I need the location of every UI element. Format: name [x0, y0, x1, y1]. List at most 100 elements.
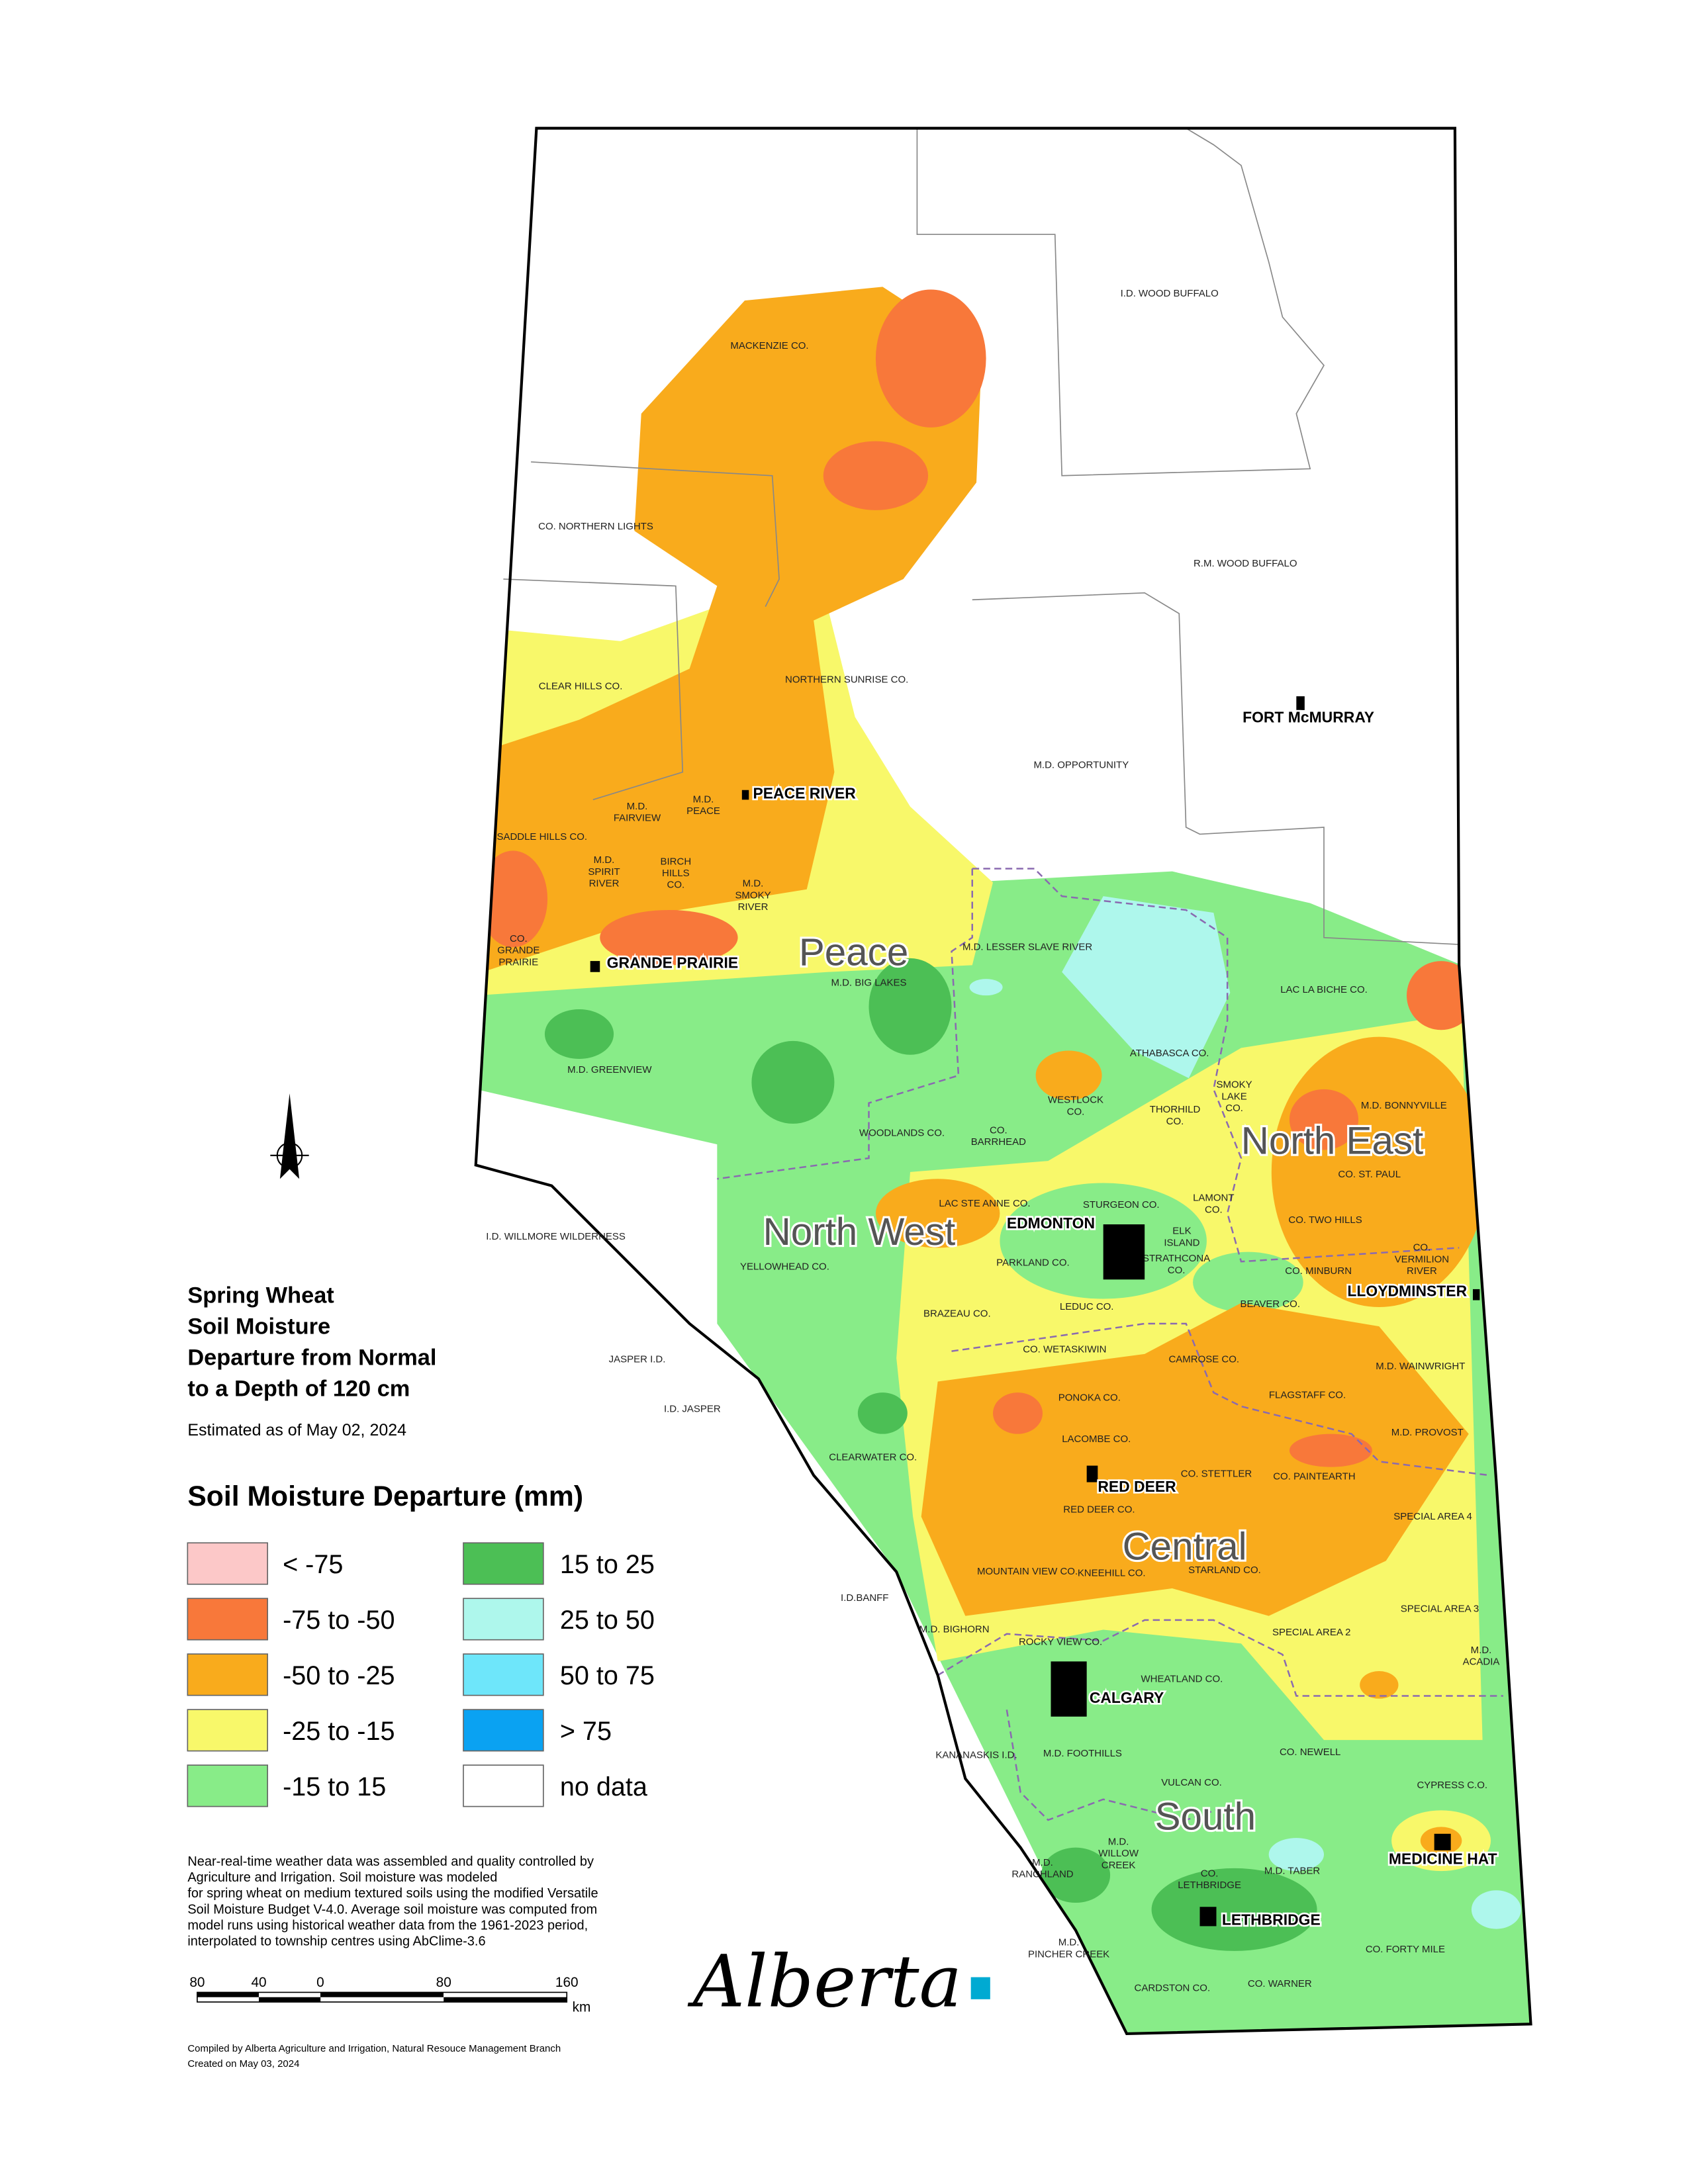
- municipality-label-line: RED DEER CO.: [1063, 1504, 1135, 1515]
- municipality-label-line: STARLAND CO.: [1188, 1565, 1261, 1576]
- municipality-label: KANANASKIS I.D.: [935, 1749, 1017, 1760]
- municipality-label-line: PRAIRIE: [498, 956, 538, 968]
- municipality-label: CO. GRANDE PRAIRIE: [497, 933, 539, 968]
- municipality-label-line: RIVER: [1407, 1265, 1437, 1277]
- region-boundary: [972, 868, 1460, 1263]
- municipality-label-line: CO. NORTHERN LIGHTS: [538, 521, 653, 532]
- zone: [1268, 1838, 1324, 1872]
- legend-label: 25 to 50: [560, 1606, 655, 1635]
- scale-bar-segment: [444, 1997, 567, 2002]
- municipality-label-line: SMOKY: [1217, 1079, 1252, 1091]
- city-label: LLOYDMINSTER: [1347, 1282, 1467, 1299]
- municipality-label-line: PEACE: [686, 805, 720, 817]
- region-label: Central: [1123, 1525, 1247, 1568]
- zone: [600, 910, 738, 966]
- municipality-label: VULCAN CO.: [1161, 1777, 1222, 1788]
- zone: [1041, 1847, 1111, 1903]
- municipality-label-line: SPECIAL AREA 4: [1393, 1511, 1472, 1522]
- municipality-label: CO. STETTLER: [1181, 1468, 1252, 1479]
- city-label: CALGARY: [1090, 1689, 1164, 1706]
- municipality-label: CO. LETHBRIDGE: [1178, 1868, 1241, 1891]
- legend-swatch: [463, 1764, 544, 1807]
- credit-line: Compiled by Alberta Agriculture and Irri…: [187, 2043, 561, 2054]
- municipality-label: NORTHERN SUNRISE CO.: [785, 674, 908, 685]
- municipality-label-line: I.D. WILLMORE WILDERNESS: [486, 1231, 626, 1242]
- side-panel: Spring Wheat Soil Moisture Departure from …: [187, 1283, 655, 2070]
- municipality-label-line: KANANASKIS I.D.: [935, 1749, 1017, 1760]
- municipality-label: M.D. WILLOW CREEK: [1098, 1837, 1139, 1871]
- municipality-label-line: RANCHLAND: [1011, 1868, 1073, 1880]
- municipality-label-line: LAKE: [1221, 1091, 1246, 1102]
- municipality-label: LACOMBE CO.: [1062, 1433, 1131, 1445]
- municipality-label-line: SPECIAL AREA 2: [1272, 1627, 1351, 1638]
- city-label: MEDICINE HAT: [1389, 1850, 1497, 1868]
- region-boundary: [937, 1619, 1503, 1697]
- municipality-label-line: FLAGSTAFF CO.: [1269, 1390, 1346, 1401]
- municipality-label: CO. ST. PAUL: [1338, 1169, 1401, 1180]
- city-marker: [1051, 1661, 1087, 1717]
- legend-title: Soil Moisture Departure (mm): [187, 1480, 583, 1512]
- region-boundary: [951, 1322, 1490, 1477]
- municipality-label-line: CREEK: [1102, 1860, 1136, 1871]
- legend-label: -25 to -15: [283, 1717, 395, 1746]
- note-line: interpolated to township centres using A…: [187, 1934, 485, 1949]
- zone: [921, 1302, 1469, 1616]
- municipality-label: CAMROSE CO.: [1168, 1353, 1239, 1365]
- zone: [875, 289, 986, 428]
- municipality-label-line: M.D.: [1108, 1837, 1129, 1848]
- region-label: South: [1155, 1796, 1256, 1839]
- municipality-label-line: M.D. BONNYVILLE: [1361, 1100, 1447, 1111]
- municipality-label: CO. BARRHEAD: [971, 1124, 1026, 1148]
- zone: [1289, 1433, 1372, 1467]
- municipality-label: CO. WETASKIWIN: [1023, 1344, 1106, 1355]
- zone: [478, 850, 548, 948]
- municipality-label-line: CO.: [990, 1124, 1008, 1136]
- municipality-label-line: WHEATLAND CO.: [1141, 1674, 1223, 1685]
- municipality-label-line: CO. STETTLER: [1181, 1468, 1252, 1479]
- legend-swatch: [463, 1653, 544, 1696]
- municipality-label: BRAZEAU CO.: [923, 1308, 991, 1320]
- region-boundary: [717, 868, 974, 1180]
- municipality-label-line: STURGEON CO.: [1083, 1199, 1160, 1210]
- municipality-label-line: ATHABASCA CO.: [1130, 1048, 1209, 1059]
- north-arrow-shape: [279, 1093, 300, 1179]
- municipality-label: SPECIAL AREA 3: [1401, 1603, 1479, 1614]
- scale-bar-segment: [259, 1997, 321, 2002]
- municipality-label-line: CO.: [1166, 1116, 1184, 1127]
- municipality-label-line: LAC STE ANNE CO.: [939, 1198, 1030, 1209]
- municipality-label: SADDLE HILLS CO.: [496, 831, 587, 842]
- municipality-label: JASPER I.D.: [609, 1353, 666, 1365]
- scale-bar-segment: [320, 1992, 444, 1997]
- municipality-label-line: M.D.: [693, 794, 714, 805]
- municipality-label-line: FAIRVIEW: [614, 813, 661, 824]
- municipality-label: M.D. SMOKY RIVER: [735, 878, 771, 913]
- municipal-boundary: [972, 592, 1460, 945]
- municipality-label: I.D. JASPER: [664, 1403, 721, 1414]
- municipality-label: LAC STE ANNE CO.: [939, 1198, 1030, 1209]
- municipality-label: LAC LA BICHE CO.: [1280, 984, 1368, 995]
- municipality-label: WESTLOCK CO.: [1048, 1095, 1103, 1118]
- legend-label: 50 to 75: [560, 1661, 655, 1690]
- municipality-label-line: CO.: [1225, 1103, 1243, 1114]
- municipality-label: THORHILD CO.: [1150, 1104, 1201, 1127]
- scale-unit: km: [573, 2000, 591, 2015]
- municipality-label: M.D. PEACE: [686, 794, 720, 817]
- city-marker: [1473, 1289, 1480, 1300]
- note-line: model runs using historical weather data…: [187, 1918, 588, 1933]
- municipality-label: CO. MINBURN: [1285, 1265, 1352, 1277]
- legend-swatch: [463, 1598, 544, 1641]
- municipality-label: R.M. WOOD BUFFALO: [1194, 558, 1297, 569]
- municipality-label-line: M.D. TABER: [1264, 1865, 1321, 1876]
- legend-swatch: [187, 1709, 268, 1752]
- municipality-label-line: CYPRESS C.O.: [1417, 1780, 1487, 1791]
- municipality-label-line: M.D.: [627, 801, 648, 812]
- municipality-label-line: SPIRIT: [588, 866, 620, 878]
- municipal-boundary: [503, 578, 684, 801]
- municipality-label: M.D. PROVOST: [1391, 1427, 1464, 1438]
- municipality-label-line: CO. WETASKIWIN: [1023, 1344, 1106, 1355]
- logo: Alberta: [687, 1939, 962, 2023]
- region-label: Peace: [799, 931, 908, 974]
- municipality-label-line: MACKENZIE CO.: [730, 340, 808, 351]
- municipality-label-line: CO.: [1205, 1204, 1223, 1215]
